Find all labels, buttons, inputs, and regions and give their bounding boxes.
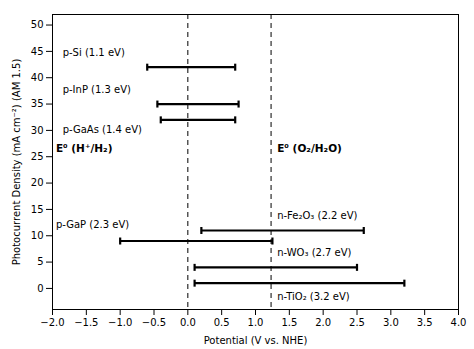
svg-text:1.5: 1.5 [281,317,297,328]
svg-text:0: 0 [37,283,43,294]
svg-text:−1.0: −1.0 [108,317,132,328]
svg-text:35: 35 [31,98,44,109]
svg-text:2.5: 2.5 [349,317,365,328]
svg-text:0.0: 0.0 [180,317,196,328]
svg-text:40: 40 [31,72,44,83]
svg-text:E⁰ (O₂/H₂O): E⁰ (O₂/H₂O) [277,142,342,154]
svg-text:p-GaAs (1.4 eV): p-GaAs (1.4 eV) [63,124,142,135]
svg-text:E⁰ (H⁺/H₂): E⁰ (H⁺/H₂) [56,142,113,154]
svg-text:n-Fe₂O₃ (2.2 eV): n-Fe₂O₃ (2.2 eV) [277,210,357,221]
svg-text:p-GaP (2.3 eV): p-GaP (2.3 eV) [56,219,129,230]
svg-text:4.0: 4.0 [451,317,467,328]
svg-text:25: 25 [31,151,44,162]
svg-text:n-WO₃ (2.7 eV): n-WO₃ (2.7 eV) [277,247,351,258]
svg-text:−1.5: −1.5 [74,317,98,328]
svg-text:10: 10 [31,230,44,241]
svg-text:3.5: 3.5 [417,317,433,328]
svg-text:Photocurrent Density (mA cm⁻²): Photocurrent Density (mA cm⁻²) (AM 1.5) [11,59,22,266]
svg-text:3.0: 3.0 [383,317,399,328]
svg-text:p-Si (1.1 eV): p-Si (1.1 eV) [63,47,125,58]
svg-text:50: 50 [31,19,44,30]
svg-text:30: 30 [31,125,44,136]
svg-text:n-TiO₂ (3.2 eV): n-TiO₂ (3.2 eV) [277,291,350,302]
svg-text:5: 5 [37,256,43,267]
svg-text:−2.0: −2.0 [40,317,64,328]
svg-text:15: 15 [31,204,44,215]
svg-text:2.0: 2.0 [315,317,331,328]
svg-text:Potential (V vs. NHE): Potential (V vs. NHE) [204,335,308,346]
svg-text:20: 20 [31,177,44,188]
svg-text:−0.5: −0.5 [142,317,166,328]
svg-text:p-InP (1.3 eV): p-InP (1.3 eV) [63,84,131,95]
svg-text:45: 45 [31,46,44,57]
svg-text:0.5: 0.5 [214,317,230,328]
svg-text:1.0: 1.0 [248,317,264,328]
